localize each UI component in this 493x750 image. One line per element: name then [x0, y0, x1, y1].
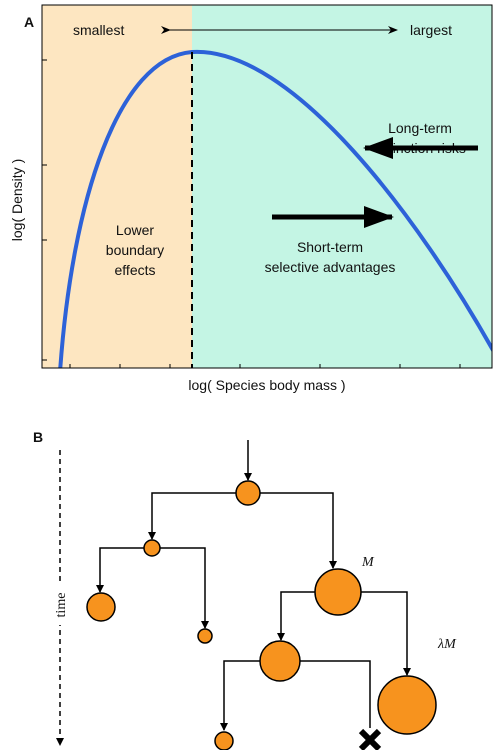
plot-frame [41, 4, 493, 369]
text-line: Lower [116, 222, 154, 238]
y-axis-label: log( Density ) [9, 159, 25, 241]
extinction-mark [358, 728, 382, 750]
x-axis-label: log( Species body mass ) [188, 377, 345, 393]
lineage-nodes [86, 480, 437, 750]
largest-label: largest [410, 22, 452, 38]
parent-label: M [361, 555, 375, 570]
time-label: time [54, 593, 69, 618]
large-region [192, 5, 492, 368]
text-line: effects [115, 262, 156, 278]
text-line: Short-term [297, 239, 363, 255]
child-label: λM [437, 637, 457, 652]
selective-text: Short-term selective advantages [265, 239, 396, 275]
panel-label: B [33, 429, 43, 445]
density-curve [58, 49, 492, 368]
time-bg [50, 585, 70, 625]
panel-label: A [24, 14, 34, 30]
text-line: boundary [106, 242, 164, 258]
axis-ticks [42, 59, 461, 368]
smallest-label: smallest [73, 22, 124, 38]
text-line: selective advantages [265, 259, 396, 275]
tree-edges [96, 440, 411, 731]
text-line: Long-term [388, 120, 452, 136]
boundary-text: Lower boundary effects [106, 222, 164, 278]
